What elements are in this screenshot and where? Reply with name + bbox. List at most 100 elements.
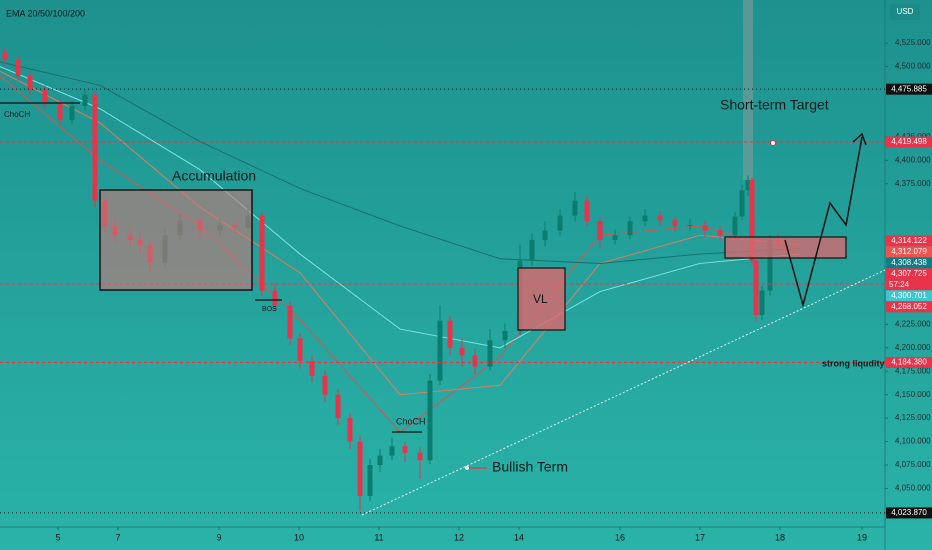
annotation: Accumulation (172, 168, 256, 184)
candle-body (584, 200, 590, 222)
y-tick-label: 4,425.000 (895, 132, 931, 141)
candle-body (642, 215, 648, 222)
candle-body (82, 94, 88, 106)
x-tick-label: 12 (454, 532, 464, 542)
price-label: 4,307.725 (891, 269, 927, 278)
price-label: 4,268.052 (891, 302, 927, 311)
ema-line (0, 66, 801, 349)
x-tick-label: 19 (857, 532, 867, 542)
candle-body (759, 290, 765, 315)
candle-body (57, 104, 63, 120)
x-tick-label: 11 (374, 532, 383, 542)
candle-body (287, 305, 293, 339)
price-label: 4,475.885 (891, 84, 927, 93)
annotation: ChoCH (396, 416, 426, 426)
candle-body (447, 320, 453, 348)
candle-body (687, 225, 693, 226)
candle-body (272, 290, 278, 306)
candle-body (739, 190, 745, 217)
y-tick-label: 4,050.000 (895, 484, 931, 493)
candle-body (672, 220, 678, 226)
candle-body (753, 260, 759, 315)
x-tick-label: 5 (55, 532, 60, 542)
candle-body (572, 200, 578, 216)
candle-body (335, 394, 341, 419)
candle-body (15, 60, 21, 76)
y-tick-label: 4,525.000 (895, 38, 931, 47)
annotation: VL (533, 292, 548, 306)
target-dot (770, 140, 776, 146)
arrow-head (852, 132, 867, 146)
candle-body (27, 75, 33, 90)
price-label-box (886, 356, 932, 368)
price-label: 4,314.122 (891, 236, 927, 245)
candle-body (309, 360, 315, 376)
price-label-box (886, 268, 932, 291)
trendline (361, 269, 886, 516)
x-tick-label: 17 (695, 532, 705, 542)
candle-body (92, 94, 98, 201)
candle-body (767, 240, 773, 291)
candle-body (367, 465, 373, 496)
candle-body (612, 235, 618, 240)
price-label: 4,184.380 (891, 358, 927, 367)
price-label-box (886, 301, 932, 313)
candle-body (427, 380, 433, 461)
price-label-box (886, 507, 932, 519)
candle-body (389, 446, 395, 456)
ema-line (0, 70, 801, 396)
chart-title: EMA 20/50/100/200 (6, 8, 85, 18)
candle-body (487, 340, 493, 367)
candle-body (322, 375, 328, 395)
ema-line (0, 61, 801, 264)
y-tick-label: 4,075.000 (895, 460, 931, 469)
candle-body (459, 347, 465, 356)
y-tick-label: 4,100.000 (895, 437, 931, 446)
currency-box (890, 4, 920, 20)
accumulation-box (99, 189, 253, 291)
candle-body (749, 180, 755, 261)
candle-body (557, 215, 563, 231)
candle-body (417, 452, 423, 461)
vl-box (517, 267, 566, 331)
projection-path (784, 136, 863, 308)
y-tick-label: 4,375.000 (895, 179, 931, 188)
x-tick-label: 18 (775, 532, 785, 542)
x-tick-label: 9 (216, 532, 221, 542)
supply-box (724, 236, 847, 259)
annotation: Bullish Term (492, 459, 568, 475)
price-label-box (886, 235, 932, 247)
annotation: BOS (262, 306, 277, 313)
x-tick-label: 16 (615, 532, 625, 542)
price-label-box (886, 290, 932, 302)
candle-body (542, 230, 548, 240)
price-label-box (886, 246, 932, 258)
y-tick-label: 4,225.000 (895, 319, 931, 328)
annotation: ChoCH (4, 110, 30, 119)
price-label: 4,300.701 (891, 291, 927, 300)
currency: USD (897, 7, 914, 16)
candle-body (745, 180, 751, 191)
candle-body (297, 338, 303, 361)
candle-body (347, 418, 353, 442)
candle-body (259, 215, 265, 291)
candle-body (2, 52, 8, 60)
x-tick-label: 7 (115, 532, 120, 542)
volume-smear (743, 0, 753, 180)
annotation: strong liqudity (822, 358, 885, 368)
candle-body (472, 355, 478, 367)
candle-body (597, 221, 603, 240)
candle-body (732, 216, 738, 236)
price-label: 4,312.079 (891, 247, 927, 256)
y-tick-label: 4,500.000 (895, 62, 931, 71)
y-tick-label: 4,150.000 (895, 390, 931, 399)
candle-body (437, 320, 443, 381)
price-label-box (886, 257, 932, 269)
candle-body (702, 225, 708, 231)
candle-body (357, 441, 363, 496)
candle-body (529, 240, 535, 261)
candle-body (502, 330, 508, 341)
countdown: 57:24 (889, 280, 910, 289)
